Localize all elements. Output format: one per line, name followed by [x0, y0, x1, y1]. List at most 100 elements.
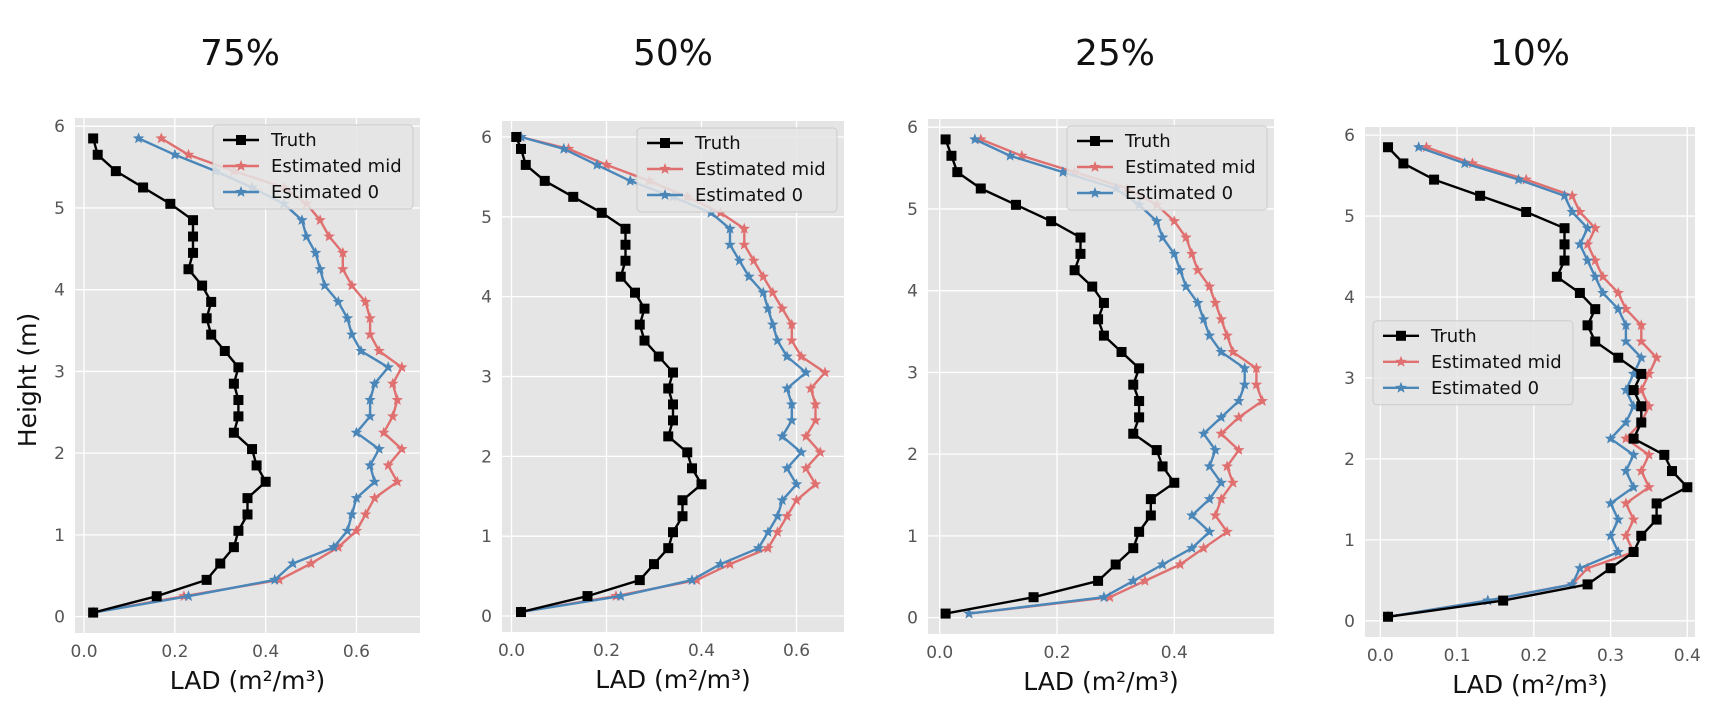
data-point — [183, 264, 194, 275]
data-point — [1482, 594, 1494, 606]
data-point — [287, 557, 299, 569]
data-point — [582, 591, 593, 602]
legend-label: Truth — [270, 130, 317, 151]
y-tick-label: 1 — [481, 527, 492, 547]
data-point — [1628, 385, 1639, 396]
data-point — [639, 303, 650, 314]
data-point — [1186, 542, 1198, 553]
data-point — [305, 557, 317, 569]
data-point — [677, 511, 688, 522]
data-point — [1250, 362, 1263, 374]
data-point — [800, 430, 812, 442]
data-point — [1180, 280, 1192, 292]
data-point — [819, 366, 831, 378]
legend-marker — [1396, 330, 1406, 341]
data-point — [1215, 427, 1227, 439]
data-point — [724, 558, 736, 569]
data-point — [1134, 363, 1145, 374]
data-point — [767, 286, 779, 298]
data-point — [233, 411, 244, 422]
data-point — [1627, 448, 1640, 460]
panel-title: 10% — [1490, 33, 1570, 74]
data-point — [364, 394, 376, 405]
data-point — [346, 328, 358, 340]
data-point — [132, 132, 145, 144]
data-point — [696, 479, 707, 490]
data-point — [350, 524, 363, 536]
y-tick-label: 4 — [54, 281, 65, 301]
data-point — [314, 214, 326, 225]
data-point — [639, 335, 650, 346]
data-point — [558, 142, 570, 154]
data-point — [1635, 319, 1647, 331]
data-point — [663, 383, 674, 394]
data-point — [1233, 444, 1245, 455]
y-tick-label: 1 — [907, 527, 918, 547]
data-point — [1651, 514, 1662, 525]
data-point — [1057, 166, 1069, 177]
data-point — [1604, 432, 1617, 444]
data-point — [182, 148, 195, 160]
y-tick-label: 3 — [481, 368, 492, 388]
data-point — [1627, 481, 1640, 493]
legend-label: Truth — [694, 133, 741, 154]
data-point — [1459, 157, 1471, 169]
data-point — [319, 279, 331, 291]
data-point — [1613, 352, 1624, 363]
x-tick-label: 0.1 — [1444, 646, 1471, 666]
data-point — [1046, 216, 1057, 227]
y-tick-label: 0 — [54, 608, 65, 628]
data-point — [1186, 509, 1198, 521]
data-point — [776, 494, 788, 506]
data-point — [1128, 543, 1139, 554]
data-point — [1093, 314, 1104, 325]
data-point — [228, 378, 239, 389]
legend-box — [1372, 320, 1574, 406]
data-point — [88, 607, 99, 618]
data-point — [757, 286, 769, 298]
data-point — [1151, 215, 1163, 226]
data-point — [1028, 592, 1039, 603]
data-point — [1004, 149, 1016, 161]
legend-marker — [1089, 161, 1101, 172]
data-point — [1604, 497, 1617, 509]
data-point — [1627, 367, 1640, 379]
data-point — [714, 558, 727, 569]
data-point — [771, 334, 784, 346]
legend-marker — [1090, 136, 1100, 146]
data-point — [781, 510, 793, 522]
data-point — [781, 462, 793, 474]
data-point — [1666, 466, 1677, 477]
legend-marker — [659, 163, 671, 174]
data-point — [1116, 346, 1127, 357]
data-point — [781, 382, 793, 394]
series-line-estimated-mid — [92, 137, 403, 614]
data-point — [562, 142, 575, 154]
data-point — [188, 247, 199, 258]
data-point — [1250, 378, 1263, 390]
data-point — [1620, 303, 1632, 314]
data-point — [1233, 411, 1245, 423]
data-point — [368, 377, 381, 389]
data-point — [1635, 351, 1647, 363]
data-point — [805, 382, 817, 394]
data-point — [92, 149, 103, 160]
data-point — [1239, 362, 1251, 374]
data-point — [767, 318, 779, 330]
legend: Truth Estimated mid Estimated 0 — [1066, 125, 1268, 211]
data-point — [1604, 529, 1617, 541]
data-point — [682, 447, 693, 458]
data-point — [1192, 264, 1204, 276]
data-point — [1643, 367, 1655, 379]
panel-title: 25% — [1075, 33, 1155, 74]
data-point — [1574, 238, 1586, 250]
data-point — [762, 526, 774, 537]
data-point — [634, 575, 645, 586]
data-point — [1203, 329, 1216, 341]
legend-box — [636, 127, 838, 213]
data-point — [946, 150, 957, 161]
data-point — [975, 183, 986, 194]
data-point — [940, 134, 951, 145]
data-point — [1627, 400, 1640, 412]
data-point — [1581, 222, 1594, 233]
